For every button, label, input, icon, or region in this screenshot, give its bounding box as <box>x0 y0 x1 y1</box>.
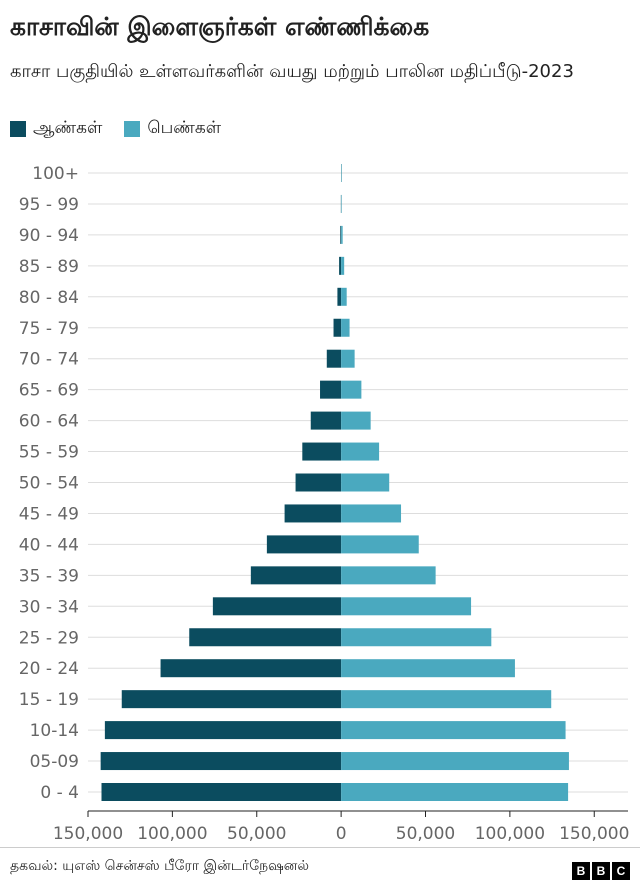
category-label: 10-14 <box>30 721 79 741</box>
bar-female <box>341 318 350 337</box>
bbc-logo-letter: B <box>592 862 610 880</box>
bar-male <box>104 721 342 740</box>
legend-item-female: பெண்கள் <box>124 118 221 140</box>
x-tick-label: 150,000 <box>53 824 123 844</box>
bar-female <box>341 225 343 244</box>
category-label: 100+ <box>32 164 79 184</box>
category-label: 55 - 59 <box>19 443 79 463</box>
bar-female <box>341 752 569 771</box>
category-label: 60 - 64 <box>19 412 79 432</box>
chart-subtitle: காசா பகுதியில் உள்ளவர்களின் வயது மற்றும்… <box>10 61 574 82</box>
bar-male <box>295 473 342 492</box>
category-label: 05-09 <box>30 752 79 772</box>
category-label: 95 - 99 <box>19 195 79 215</box>
bar-male <box>337 287 342 306</box>
bar-male <box>340 194 342 213</box>
bar-male <box>250 566 342 585</box>
bar-male <box>302 442 342 461</box>
legend-swatch-female <box>124 121 141 137</box>
bar-male <box>121 690 342 709</box>
x-tick-label: 100,000 <box>475 824 545 844</box>
bar-male <box>340 225 342 244</box>
bar-male <box>320 380 342 399</box>
bar-female <box>341 504 402 523</box>
x-tick-label: 150,000 <box>559 824 629 844</box>
category-label: 70 - 74 <box>19 350 79 370</box>
category-label: 20 - 24 <box>19 659 79 679</box>
category-label: 25 - 29 <box>19 628 79 648</box>
bar-female <box>341 442 380 461</box>
legend: ஆண்கள் பெண்கள் <box>10 118 243 140</box>
x-tick-label: 50,000 <box>396 824 455 844</box>
category-label: 80 - 84 <box>19 288 79 308</box>
source-note: தகவல்: யுஎஸ் சென்சஸ் பீரோ இன்டர்நேஷனல் <box>10 858 309 874</box>
category-label: 15 - 19 <box>19 690 79 710</box>
category-label: 30 - 34 <box>19 597 79 617</box>
bar-male <box>189 628 342 647</box>
category-label: 65 - 69 <box>19 381 79 401</box>
bar-female <box>341 164 342 182</box>
category-label: 45 - 49 <box>19 504 79 524</box>
bar-female <box>341 566 436 585</box>
bar-female <box>341 411 371 430</box>
bbc-logo-letter: C <box>612 862 630 880</box>
bar-female <box>341 473 390 492</box>
x-tick-label: 50,000 <box>227 824 286 844</box>
bar-male <box>212 597 342 616</box>
bar-female <box>341 287 347 306</box>
category-label: 0 - 4 <box>40 783 79 803</box>
category-label: 50 - 54 <box>19 474 79 494</box>
bar-female <box>341 194 342 213</box>
bar-female <box>341 628 492 647</box>
legend-item-male: ஆண்கள் <box>10 118 102 140</box>
category-label: 40 - 44 <box>19 535 79 555</box>
x-tick-label: 0 <box>336 824 347 844</box>
bar-male <box>266 535 342 554</box>
bar-female <box>341 380 362 399</box>
bar-male <box>310 411 342 430</box>
bar-female <box>341 690 552 709</box>
legend-label-female: பெண்கள் <box>147 118 222 138</box>
bar-male <box>284 504 342 523</box>
category-label: 90 - 94 <box>19 226 79 246</box>
bbc-logo: B B C <box>570 862 630 880</box>
legend-label-male: ஆண்கள் <box>33 118 103 138</box>
bar-female <box>341 597 472 616</box>
footer-divider <box>0 847 640 848</box>
bar-female <box>341 783 569 801</box>
bbc-logo-letter: B <box>572 862 590 880</box>
x-tick-label: 100,000 <box>137 824 207 844</box>
bar-male <box>160 659 342 678</box>
bar-female <box>341 256 345 275</box>
bar-male <box>339 256 342 275</box>
bar-female <box>341 659 515 678</box>
category-label: 35 - 39 <box>19 566 79 586</box>
bar-male <box>333 318 342 337</box>
legend-swatch-male <box>10 121 26 137</box>
chart-title: காசாவின் இளைஞர்கள் எண்ணிக்கை <box>10 12 430 41</box>
bar-female <box>341 535 419 554</box>
bar-male <box>101 783 342 801</box>
bar-male <box>326 349 342 368</box>
category-label: 75 - 79 <box>19 319 79 339</box>
bar-male <box>100 752 342 771</box>
bar-female <box>341 349 355 368</box>
bar-female <box>341 721 566 740</box>
category-label: 85 - 89 <box>19 257 79 277</box>
